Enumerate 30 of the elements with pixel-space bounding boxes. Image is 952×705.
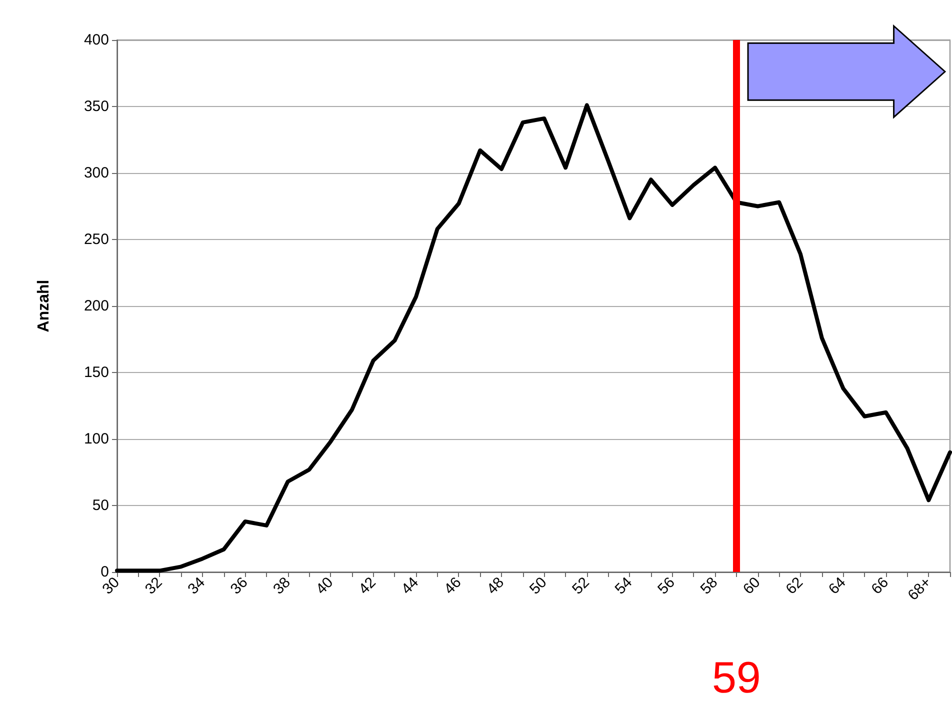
ref-line-label: 59 — [712, 654, 761, 702]
y-tick-label: 150 — [84, 364, 109, 381]
x-tick-label: 42 — [356, 574, 380, 598]
y-tick-label: 100 — [84, 430, 109, 448]
x-tick-label: 34 — [184, 574, 208, 598]
x-tick-label: 54 — [612, 574, 636, 598]
y-tick-label: 50 — [92, 497, 109, 514]
x-tick-label: 40 — [312, 574, 337, 598]
x-tick-label: 68+ — [904, 574, 935, 604]
y-axis-title: Anzahl — [36, 280, 52, 332]
y-tick-label: 0 — [100, 564, 109, 580]
x-tick-label: 62 — [782, 574, 806, 598]
x-tick-label: 52 — [569, 574, 593, 598]
x-tick-label: 66 — [868, 574, 892, 598]
x-tick-label: 38 — [270, 574, 294, 598]
x-tick-label: 64 — [825, 574, 850, 598]
y-tick-label: 300 — [84, 164, 109, 182]
x-tick-label: 32 — [142, 574, 166, 598]
y-tick-label: 400 — [84, 32, 109, 48]
x-tick-label: 48 — [484, 574, 508, 598]
x-tick-label: 58 — [697, 574, 722, 598]
x-tick-label: 46 — [440, 574, 465, 598]
x-tick-label: 60 — [740, 574, 764, 598]
y-tick-label: 200 — [84, 298, 109, 314]
y-tick-label: 350 — [84, 98, 109, 115]
x-tick-label: 56 — [654, 574, 678, 598]
x-tick-label: 50 — [526, 574, 550, 598]
x-tick-label: 36 — [227, 574, 252, 598]
y-tick-label: 250 — [84, 231, 109, 248]
x-tick-label: 44 — [398, 574, 422, 598]
